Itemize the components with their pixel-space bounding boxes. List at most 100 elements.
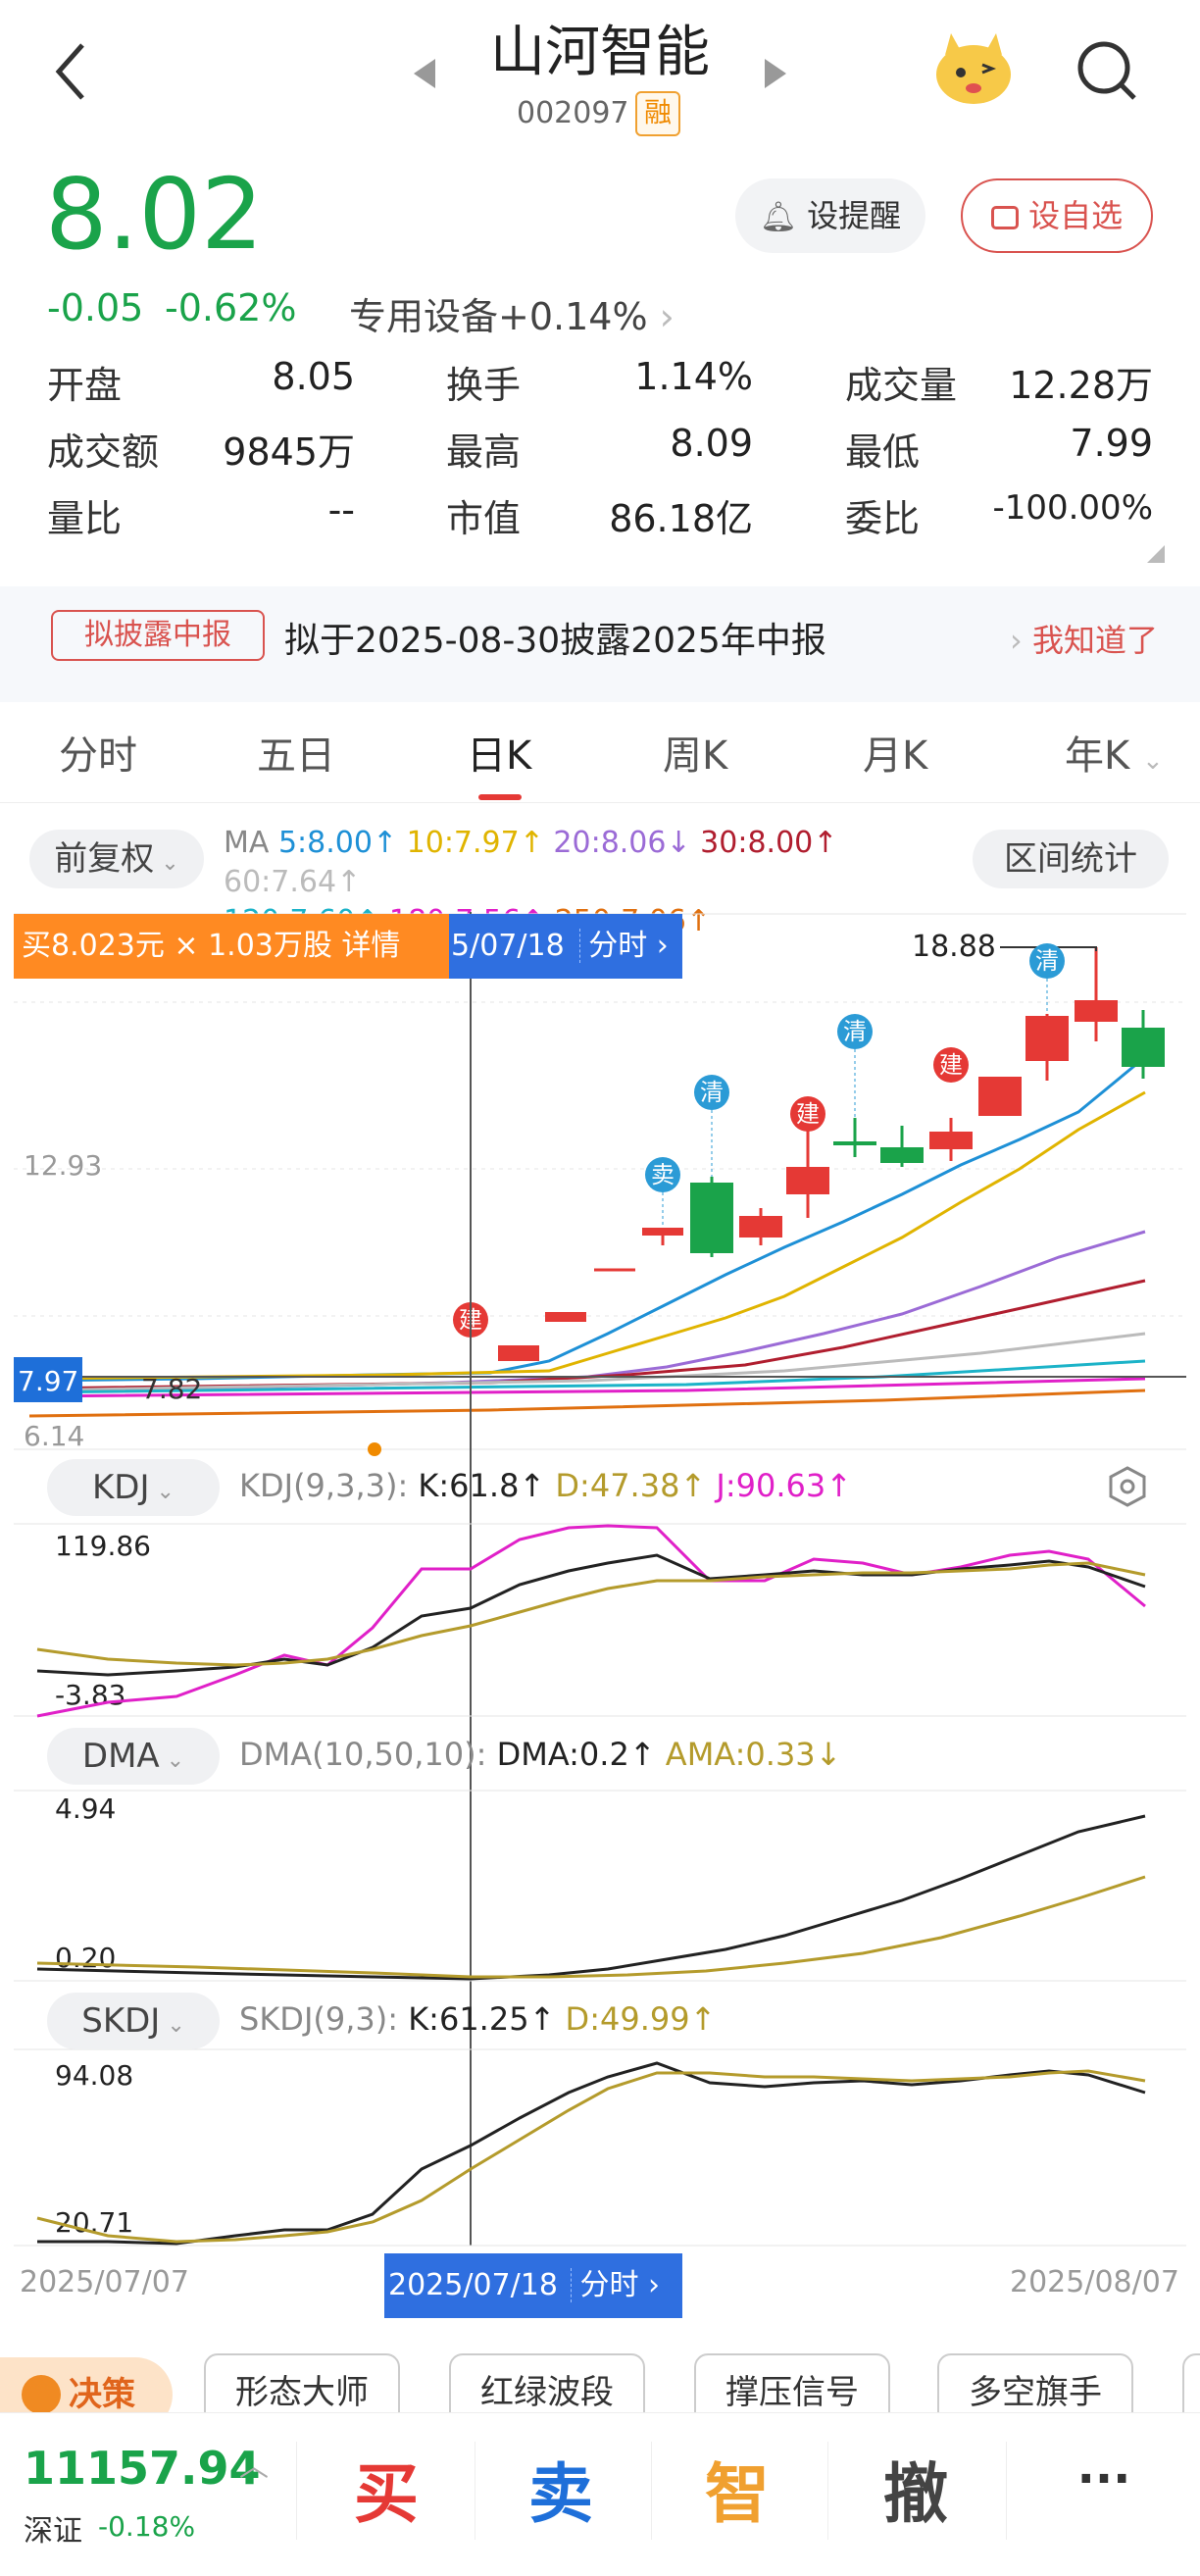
trade-detail-banner[interactable]: 买8.023元 × 1.03万股 详情 (14, 914, 449, 979)
chevron-down-icon: ⌄ (160, 2013, 185, 2038)
cursor-date-tag[interactable]: 5/07/18 分时 › (449, 914, 682, 979)
ma20-line (28, 1230, 1146, 1394)
svg-text:建: 建 (796, 1100, 820, 1128)
ma60: 60:7.64↑ (224, 865, 362, 899)
high-label: 18.88 (912, 930, 996, 964)
stock-code: 002097 (517, 96, 629, 130)
stat-value-market-cap: 86.18亿 (609, 497, 753, 540)
chevron-right-icon: › (659, 295, 675, 338)
skdj-selector[interactable]: SKDJ ⌄ (47, 1993, 220, 2049)
disclosure-notice[interactable]: 拟披露中报 拟于2025-08-30披露2025年中报 › 我知道了 (0, 586, 1200, 702)
intraday-link[interactable]: 分时 (579, 929, 648, 963)
svg-text:7.97: 7.97 (18, 1365, 78, 1397)
search-icon (1077, 41, 1136, 100)
ma30: 30:8.00↑ (700, 826, 838, 860)
more-button[interactable]: ··· (1076, 2451, 1131, 2506)
svg-text:卖: 卖 (651, 1161, 675, 1188)
chevron-up-icon[interactable]: ︿ (239, 2450, 269, 2484)
notice-badge: 拟披露中报 (51, 610, 265, 661)
bell-icon: 🔔︎ (759, 200, 797, 234)
ma-label: MA (224, 826, 270, 860)
intraday-link[interactable]: 分时 (571, 2268, 639, 2302)
stock-name: 山河智能 (490, 21, 710, 84)
high-marker-line (1000, 946, 1097, 951)
candle (929, 1132, 973, 1149)
svg-text:94.08: 94.08 (55, 2059, 133, 2092)
candle (880, 1147, 924, 1163)
ma180-line (28, 1377, 1146, 1398)
stat-value-open: 8.05 (272, 355, 355, 398)
divider (0, 802, 1200, 803)
candles (498, 947, 1165, 1361)
ma5: 5:8.00↑ (277, 826, 398, 860)
prev-stock-button[interactable] (412, 57, 437, 94)
index-name: 深证 (24, 2514, 82, 2549)
dma-panel: 4.94 0.20 (14, 1790, 1186, 1982)
stat-label: 委比 (845, 497, 921, 540)
candle (498, 1345, 539, 1361)
decision-icon (22, 2375, 61, 2414)
tab-monthly-k[interactable]: 月K (863, 733, 928, 779)
kdj-selector[interactable]: KDJ ⌄ (47, 1459, 220, 1516)
stat-label: 最高 (446, 430, 522, 474)
smart-button[interactable]: 智 (705, 2456, 770, 2532)
candle (978, 1077, 1022, 1116)
signal-build (933, 1047, 969, 1083)
tab-daily-k[interactable]: 日K (467, 733, 532, 779)
svg-text:清: 清 (1035, 947, 1059, 975)
tab-weekly-k[interactable]: 周K (663, 733, 728, 779)
notice-dismiss-link[interactable]: › 我知道了 (1010, 622, 1158, 659)
add-watchlist-button[interactable]: 设自选 (961, 178, 1153, 253)
sector-link[interactable]: 专用设备+0.14% › (349, 286, 675, 340)
buy-button[interactable]: 买 (354, 2456, 419, 2532)
price-change-pct: -0.62% (165, 286, 297, 329)
stat-value-amount: 9845万 (223, 430, 355, 474)
tab-five-day[interactable]: 五日 (257, 733, 335, 779)
candle (1075, 1000, 1118, 1022)
current-price: 8.02 (45, 157, 264, 272)
tab-yearly-k[interactable]: 年K ⌄ (1065, 733, 1164, 779)
current-price-tag (14, 1357, 82, 1402)
chevron-down-icon: ⌄ (154, 851, 179, 876)
stat-label: 成交量 (845, 364, 958, 407)
sell-button[interactable]: 卖 (528, 2456, 593, 2532)
y-label-low: 7.82 (141, 1373, 202, 1405)
adjust-dropdown[interactable]: 前复权 ⌄ (29, 830, 204, 888)
divider (296, 2442, 297, 2540)
dma-values: DMA(10,50,10): DMA:0.2↑ AMA:0.33↓ (239, 1736, 842, 1773)
range-stats-button[interactable]: 区间统计 (973, 830, 1169, 888)
y-label-top: 12.93 (24, 1149, 102, 1182)
signal-markers: 建 卖 清 建 清 建 清 (453, 943, 1065, 1338)
expand-corner-icon[interactable] (1147, 545, 1165, 563)
ma10: 10:7.97↑ (406, 826, 544, 860)
next-stock-button[interactable] (763, 57, 788, 94)
dma-selector[interactable]: DMA ⌄ (47, 1728, 220, 1785)
tab-intraday[interactable]: 分时 (59, 733, 137, 779)
signal-clear (837, 1014, 873, 1049)
candle (642, 1228, 683, 1236)
candle (1122, 1028, 1165, 1067)
mascot-icon[interactable] (931, 29, 1016, 108)
set-alert-button[interactable]: 🔔︎ 设提醒 (735, 178, 925, 253)
skdj-d-line (36, 2069, 1146, 2244)
chart-area[interactable]: 18.88 建 卖 清 建 清 建 清 12.93 7.82 6.14 7.97… (0, 912, 1200, 2324)
x-axis-cursor-tag[interactable]: 2025/07/18 分时 › (384, 2253, 682, 2318)
sector-change: +0.14% (498, 295, 648, 338)
triangle-right-icon (765, 59, 786, 88)
margin-badge: 融 (635, 91, 680, 136)
back-button[interactable] (47, 37, 96, 106)
x-axis-start: 2025/07/07 (20, 2265, 189, 2299)
cancel-order-button[interactable]: 撤 (883, 2456, 948, 2532)
candle (690, 1183, 733, 1253)
ma120-line (28, 1359, 1146, 1394)
ma250-line (28, 1389, 1146, 1418)
settings-hexagon-icon[interactable] (1106, 1465, 1149, 1512)
search-button[interactable] (1074, 37, 1142, 106)
index-value[interactable]: 11157.94 (24, 2442, 261, 2495)
kdj-panel: 119.86 -3.83 (14, 1523, 1186, 1718)
stat-label: 换手 (446, 364, 522, 407)
ma20: 20:8.06↓ (553, 826, 691, 860)
dma-line (36, 1814, 1146, 1981)
notice-text: 拟于2025-08-30披露2025年中报 (284, 621, 826, 661)
skdj-k-line (37, 2061, 1146, 2246)
